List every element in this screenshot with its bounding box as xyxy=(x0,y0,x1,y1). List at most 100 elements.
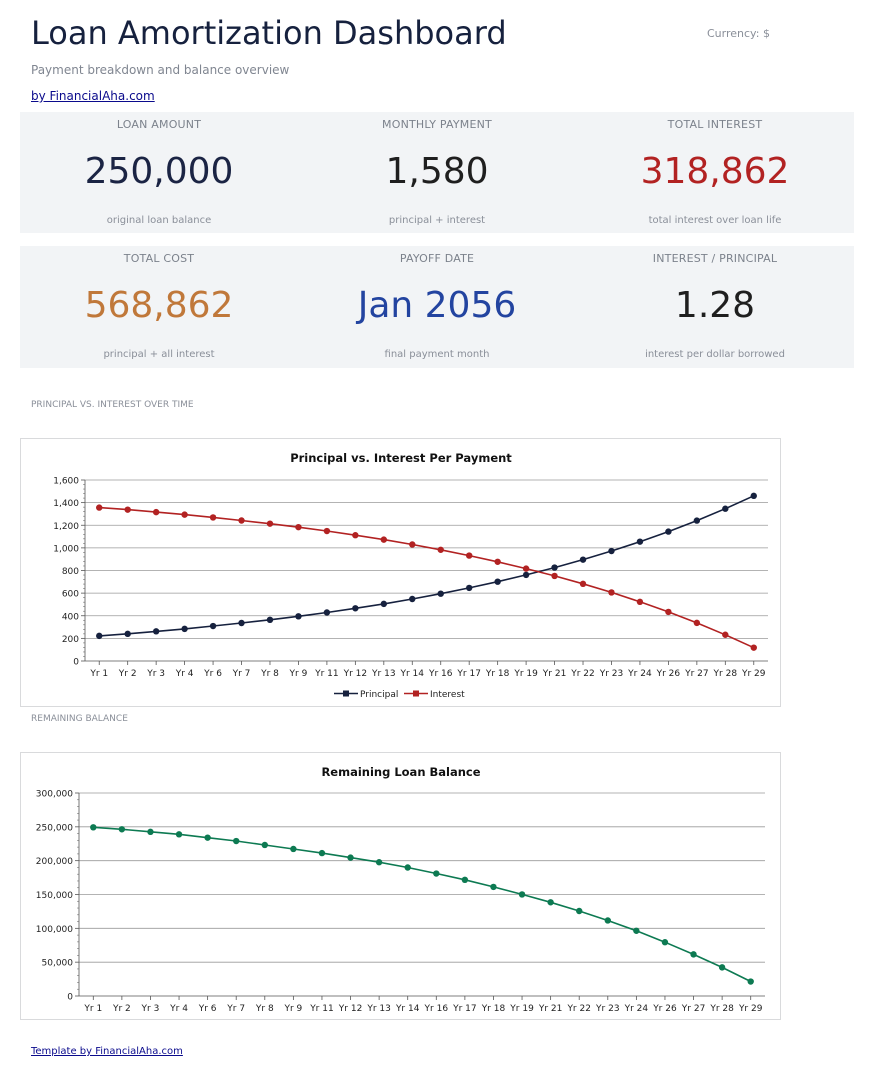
data-point xyxy=(636,598,644,606)
data-point xyxy=(181,511,188,518)
kpi-interest-principal: INTEREST / PRINCIPAL 1.28 interest per d… xyxy=(576,246,854,368)
x-tick-label: Yr 23 xyxy=(595,1004,620,1014)
data-point xyxy=(604,917,611,924)
data-point xyxy=(551,564,558,571)
data-point xyxy=(494,558,501,565)
x-tick-label: Yr 23 xyxy=(599,669,624,679)
x-tick-label: Yr 6 xyxy=(198,1004,217,1014)
y-tick-label: 300,000 xyxy=(36,790,73,800)
x-tick-label: Yr 27 xyxy=(681,1004,706,1014)
x-tick-label: Yr 4 xyxy=(169,1004,188,1014)
kpi-value: Jan 2056 xyxy=(357,285,517,326)
y-tick-label: 1,600 xyxy=(53,477,79,487)
series-line xyxy=(99,495,755,637)
data-point xyxy=(547,899,554,906)
kpi-total-cost: TOTAL COST 568,862 principal + all inter… xyxy=(20,246,298,368)
x-tick-label: Yr 19 xyxy=(509,1004,534,1014)
x-tick-label: Yr 1 xyxy=(83,1004,102,1014)
data-point xyxy=(295,613,302,620)
y-tick-label: 0 xyxy=(67,993,73,1003)
data-point xyxy=(747,978,754,985)
series-principal xyxy=(96,492,757,640)
kpi-label: TOTAL COST xyxy=(123,252,195,265)
y-tick-label: 100,000 xyxy=(36,925,73,935)
data-point xyxy=(266,520,274,527)
data-point xyxy=(152,628,160,635)
data-point xyxy=(347,854,354,861)
page-subtitle: Payment breakdown and balance overview xyxy=(31,63,290,77)
data-point xyxy=(409,541,416,548)
kpi-loan-amount: LOAN AMOUNT 250,000 original loan balanc… xyxy=(20,112,298,233)
kpi-caption: original loan balance xyxy=(106,215,212,226)
x-tick-label: Yr 29 xyxy=(738,1004,763,1014)
data-point xyxy=(608,547,615,555)
y-tick-label: 600 xyxy=(62,590,79,600)
y-tick-label: 200,000 xyxy=(36,857,73,867)
y-tick-label: 250,000 xyxy=(36,823,73,833)
x-tick-label: Yr 17 xyxy=(452,1004,477,1014)
data-point xyxy=(90,824,97,831)
x-tick-label: Yr 2 xyxy=(112,1004,131,1014)
chart-title: Remaining Loan Balance xyxy=(321,765,480,779)
section-title-pvi: PRINCIPAL VS. INTEREST OVER TIME xyxy=(31,400,194,410)
x-tick-label: Yr 21 xyxy=(538,1004,563,1014)
kpi-row-2: TOTAL COST 568,862 principal + all inter… xyxy=(20,246,854,368)
series-line xyxy=(99,506,755,649)
y-tick-label: 200 xyxy=(62,635,79,645)
x-tick-label: Yr 9 xyxy=(283,1004,302,1014)
data-point xyxy=(576,907,583,915)
y-tick-label: 1,000 xyxy=(53,544,79,554)
kpi-monthly-payment: MONTHLY PAYMENT 1,580 principal + intere… xyxy=(298,112,576,233)
data-point xyxy=(522,565,530,572)
data-point xyxy=(461,876,469,884)
x-tick-label: Yr 21 xyxy=(542,669,567,679)
x-tick-label: Yr 6 xyxy=(203,669,222,679)
section-title-balance: REMAINING BALANCE xyxy=(31,714,128,724)
data-point xyxy=(722,505,729,512)
data-point xyxy=(323,609,331,616)
kpi-value: 250,000 xyxy=(84,151,234,192)
data-point xyxy=(233,837,240,845)
y-tick-label: 1,400 xyxy=(53,499,79,509)
data-point xyxy=(147,828,154,836)
page-title: Loan Amortization Dashboard xyxy=(31,14,507,52)
x-tick-label: Yr 26 xyxy=(656,669,681,679)
x-tick-label: Yr 11 xyxy=(314,669,339,679)
data-point xyxy=(661,939,669,946)
data-point xyxy=(404,864,411,871)
footer-link[interactable]: Template by FinancialAha.com xyxy=(31,1046,183,1057)
data-point xyxy=(718,964,726,971)
data-point xyxy=(465,584,473,592)
data-point xyxy=(209,622,217,630)
x-tick-label: Yr 27 xyxy=(684,669,709,679)
data-point xyxy=(750,644,757,651)
legend-item-interest: Interest xyxy=(404,690,465,700)
data-point xyxy=(522,571,530,579)
x-tick-label: Yr 29 xyxy=(741,669,766,679)
kpi-label: TOTAL INTEREST xyxy=(667,118,763,131)
data-point xyxy=(693,619,701,627)
x-tick-label: Yr 26 xyxy=(652,1004,677,1014)
x-tick-label: Yr 7 xyxy=(232,669,251,679)
balance-chart-panel: Remaining Loan Balance 0 50,000 100,000 150… xyxy=(20,752,781,1020)
kpi-caption: final payment month xyxy=(384,349,490,360)
data-point xyxy=(409,595,416,603)
kpi-caption: total interest over loan life xyxy=(648,215,782,226)
data-point xyxy=(352,532,359,539)
x-tick-label: Yr 13 xyxy=(371,669,396,679)
x-tick-label: Yr 8 xyxy=(255,1004,274,1014)
x-tick-label: Yr 4 xyxy=(175,669,194,679)
data-point xyxy=(318,849,326,857)
kpi-value: 1.28 xyxy=(674,285,756,326)
kpi-caption: interest per dollar borrowed xyxy=(645,349,785,360)
x-tick-label: Yr 28 xyxy=(709,1004,734,1014)
kpi-label: PAYOFF DATE xyxy=(399,252,475,265)
data-point xyxy=(323,527,331,535)
data-point xyxy=(290,845,297,853)
data-point xyxy=(96,632,103,640)
byline-link[interactable]: by FinancialAha.com xyxy=(31,89,155,103)
data-point xyxy=(665,608,672,616)
kpi-value: 1,580 xyxy=(385,151,489,192)
kpi-label: LOAN AMOUNT xyxy=(116,118,202,131)
x-tick-label: Yr 19 xyxy=(513,669,538,679)
